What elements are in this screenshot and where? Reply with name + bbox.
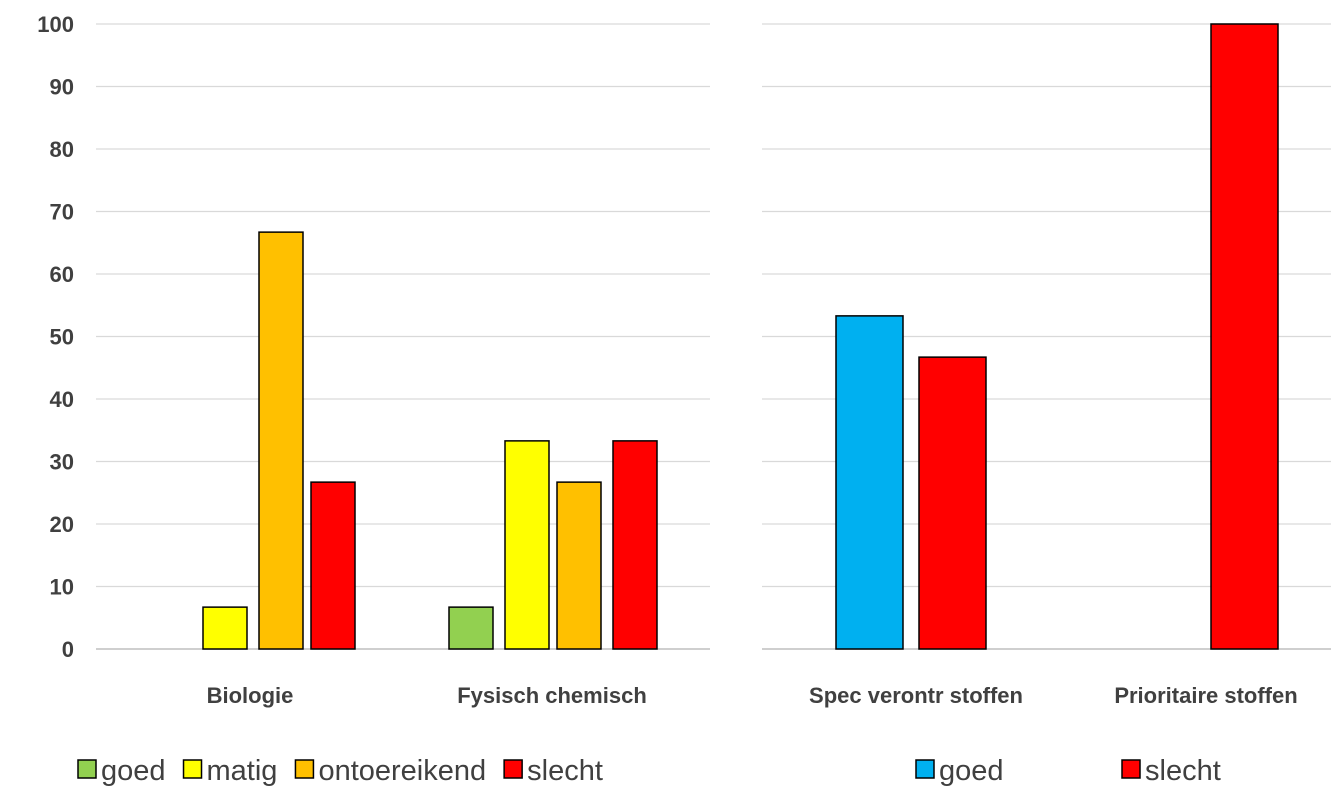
right-x-axis: Spec verontr stoffen Prioritaire stoffen [809,683,1298,708]
y-tick-label: 30 [50,450,74,475]
category-label-prioritaire-stoffen: Prioritaire stoffen [1114,683,1297,708]
category-label-fysisch-chemisch: Fysisch chemisch [457,683,647,708]
legend-label-goed: goed [101,755,166,787]
legend-label-ontoereikend: ontoereikend [318,755,486,787]
legend-label-slecht: slecht [1145,755,1221,787]
y-tick-label: 100 [37,12,74,37]
right-bars [835,23,1279,650]
bar-biologie-ontoereikend [258,231,304,650]
bar-fysisch-chemisch-ontoereikend [556,481,602,650]
y-tick-label: 70 [50,200,74,225]
bar-prioritaire-stoffen-slecht [1210,23,1279,650]
left-legend: goed matig ontoereikend slecht [77,755,603,787]
y-tick-label: 90 [50,75,74,100]
y-tick-label: 60 [50,262,74,287]
category-label-biologie: Biologie [207,683,294,708]
y-tick-label: 40 [50,387,74,412]
legend-swatch-goed [77,759,97,779]
legend-label-slecht: slecht [527,755,603,787]
right-chart: Spec verontr stoffen Prioritaire stoffen … [762,23,1331,787]
legend-swatch-ontoereikend [294,759,315,779]
legend-label-goed: goed [939,755,1004,787]
left-x-axis: Biologie Fysisch chemisch [207,683,647,708]
left-y-axis: 0 10 20 30 40 50 60 70 80 90 100 [37,12,74,662]
legend-swatch-matig [182,759,203,779]
left-gridlines [96,23,710,650]
legend-swatch-slecht [1121,759,1141,779]
y-tick-label: 0 [62,637,74,662]
y-tick-label: 80 [50,137,74,162]
left-chart: 0 10 20 30 40 50 60 70 80 90 100 Biologie Fysisch c… [37,12,710,787]
y-tick-label: 50 [50,325,74,350]
bar-fysisch-chemisch-slecht [612,440,658,650]
legend-label-matig: matig [207,755,278,787]
legend-swatch-goed [915,759,935,779]
left-bars [202,231,658,650]
y-tick-label: 20 [50,512,74,537]
bar-biologie-matig [202,606,248,650]
right-legend: goed slecht [915,755,1221,787]
category-label-spec-verontr-stoffen: Spec verontr stoffen [809,683,1023,708]
bar-fysisch-chemisch-matig [504,440,550,650]
bar-spec-verontr-stoffen-slecht [918,356,987,650]
bar-fysisch-chemisch-goed [448,606,494,650]
legend-swatch-slecht [503,759,523,779]
y-tick-label: 10 [50,575,74,600]
bar-biologie-slecht [310,481,356,650]
bar-spec-verontr-stoffen-goed [835,315,904,650]
